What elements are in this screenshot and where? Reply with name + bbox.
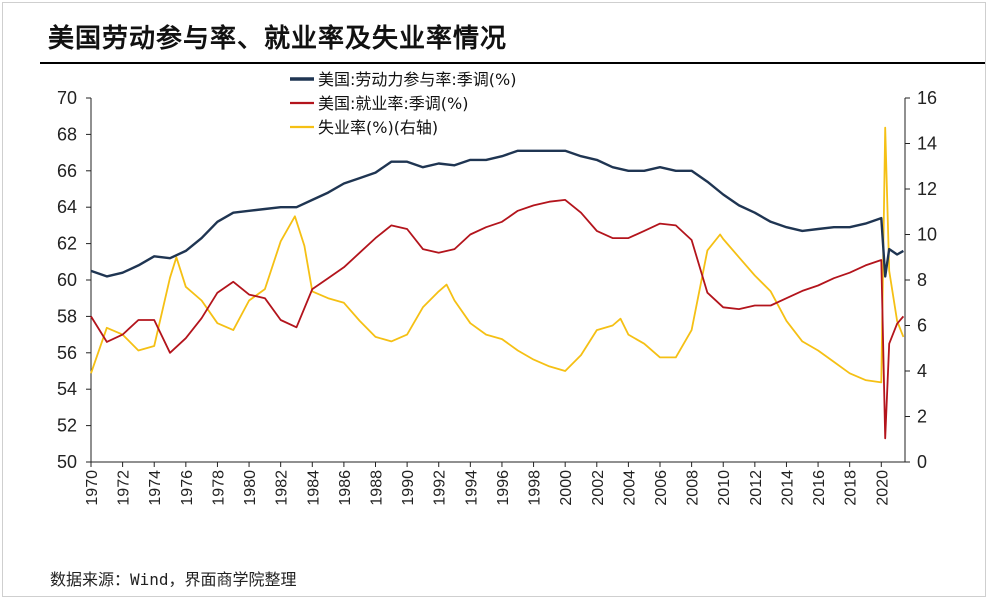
chart-title: 美国劳动参与率、就业率及失业率情况 [48, 24, 508, 54]
right-tick-label: 16 [917, 88, 937, 108]
left-tick-label: 66 [57, 161, 77, 181]
x-tick-label: 1972 [116, 470, 133, 506]
legend-label-emp: 美国:就业率:季调(%) [318, 94, 468, 113]
x-tick-label: 1982 [274, 470, 291, 506]
source-note: 数据来源：Wind，界面商学院整理 [50, 570, 297, 589]
x-tick-label: 2000 [558, 470, 575, 506]
legend-label-unemp: 失业率(%)(右轴) [318, 118, 438, 137]
left-tick-label: 70 [57, 88, 77, 108]
x-tick-label: 1992 [432, 470, 449, 506]
right-tick-label: 12 [917, 179, 937, 199]
x-tick-label: 2006 [653, 470, 670, 506]
left-tick-label: 60 [57, 270, 77, 290]
right-tick-label: 4 [917, 361, 927, 381]
series-line-unemp [90, 126, 905, 384]
left-tick-label: 56 [57, 343, 77, 363]
x-tick-label: 2010 [716, 470, 733, 506]
x-tick-label: 1990 [400, 470, 417, 506]
right-tick-label: 6 [917, 316, 927, 336]
x-tick-label: 1998 [527, 470, 544, 506]
x-tick-label: 1996 [495, 470, 512, 506]
x-tick-label: 2008 [685, 470, 702, 506]
x-tick-label: 1978 [210, 470, 227, 506]
right-tick-label: 8 [917, 270, 927, 290]
x-tick-label: 1970 [84, 470, 101, 506]
right-tick-label: 14 [917, 134, 937, 154]
x-tick-label: 2020 [874, 470, 891, 506]
left-tick-label: 68 [57, 124, 77, 144]
x-tick-label: 2018 [843, 470, 860, 506]
left-tick-label: 50 [57, 452, 77, 472]
x-tick-label: 1976 [179, 470, 196, 506]
x-tick-label: 1988 [369, 470, 386, 506]
legend-label-lfpr: 美国:劳动力参与率:季调(%) [318, 70, 516, 89]
x-tick-label: 1980 [242, 470, 259, 506]
x-tick-label: 2014 [779, 470, 796, 506]
right-tick-label: 2 [917, 407, 927, 427]
x-tick-label: 2016 [811, 470, 828, 506]
right-tick-label: 0 [917, 452, 927, 472]
x-tick-label: 1994 [463, 470, 480, 506]
left-tick-label: 58 [57, 306, 77, 326]
title-rule [40, 62, 985, 64]
left-tick-label: 52 [57, 416, 77, 436]
x-tick-label: 2002 [590, 470, 607, 506]
left-tick-label: 54 [57, 379, 77, 399]
x-tick-label: 2012 [748, 470, 765, 506]
right-tick-label: 10 [917, 225, 937, 245]
x-tick-label: 1986 [337, 470, 354, 506]
series-line-lfpr [90, 149, 904, 278]
left-tick-label: 62 [57, 234, 77, 254]
x-tick-label: 2004 [621, 470, 638, 506]
x-tick-label: 1974 [147, 470, 164, 506]
x-tick-label: 1984 [305, 470, 322, 506]
series-line-emp [90, 199, 905, 440]
left-tick-label: 64 [57, 197, 77, 217]
